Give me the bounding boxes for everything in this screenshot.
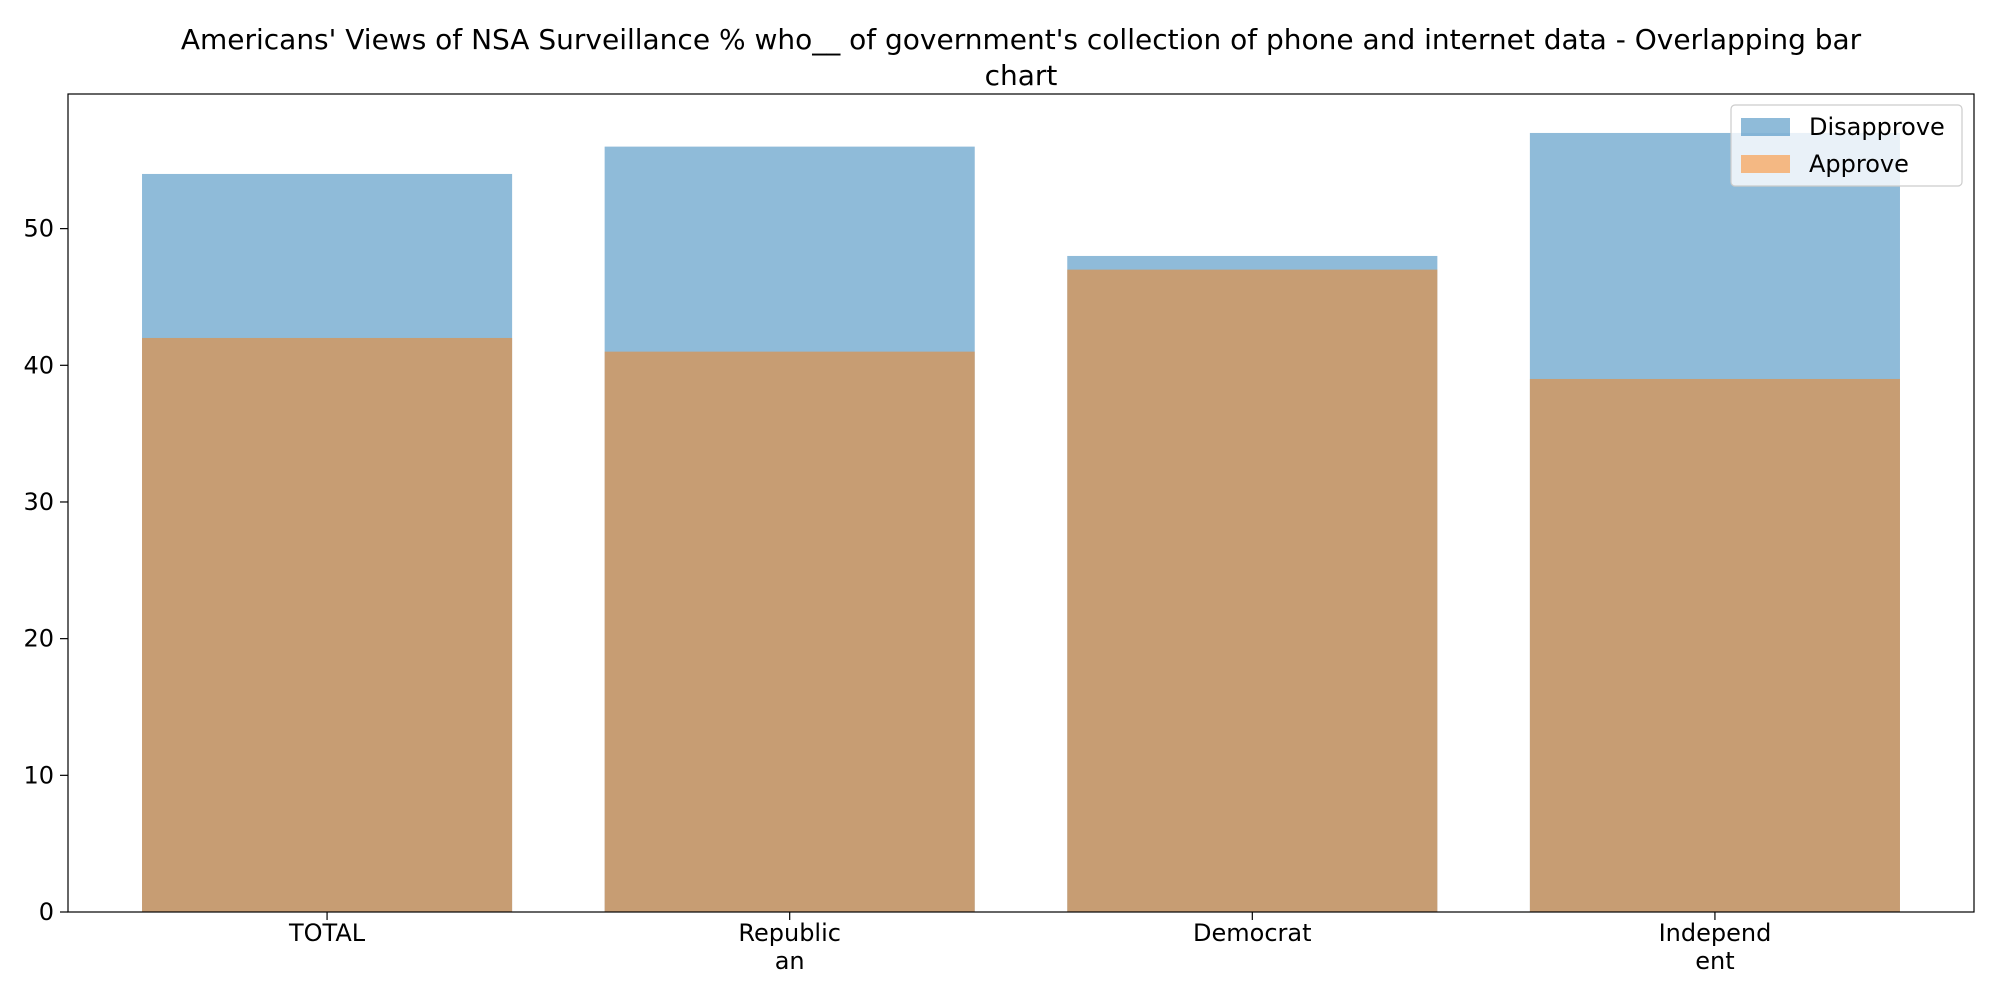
bar-approve-0 [142, 337, 513, 912]
x-tick-label: Democrat [1193, 919, 1312, 947]
y-tick-label: 30 [23, 488, 54, 516]
x-tick-label: Independ [1659, 919, 1772, 947]
legend-swatch-disapprove [1741, 118, 1790, 136]
bar-approve-2 [1067, 269, 1438, 912]
x-tick-label: TOTAL [288, 919, 366, 947]
bar-approve-3 [1529, 378, 1900, 912]
bar-approve-1 [604, 351, 975, 912]
chart-title-line: chart [985, 59, 1058, 92]
x-tick-label: Republic [738, 919, 841, 947]
chart-title: Americans' Views of NSA Surveillance % w… [181, 23, 1862, 92]
x-tick-label: an [775, 947, 805, 975]
y-axis: 0 10 20 30 40 50 [23, 215, 68, 926]
y-tick-label: 10 [23, 761, 54, 789]
y-tick-label: 40 [23, 351, 54, 379]
bars [142, 132, 1900, 913]
legend-label-disapprove: Disapprove [1809, 113, 1945, 141]
plot-frame [67, 93, 1975, 913]
legend: Disapprove Approve [1730, 104, 1963, 187]
y-tick-label: 20 [23, 625, 54, 653]
y-tick-label: 50 [23, 215, 54, 243]
chart-title-line: Americans' Views of NSA Surveillance % w… [181, 23, 1862, 56]
legend-label-approve: Approve [1809, 150, 1909, 178]
legend-swatch-approve [1741, 155, 1790, 173]
y-tick-label: 0 [39, 898, 54, 926]
x-tick-label: ent [1695, 947, 1734, 975]
